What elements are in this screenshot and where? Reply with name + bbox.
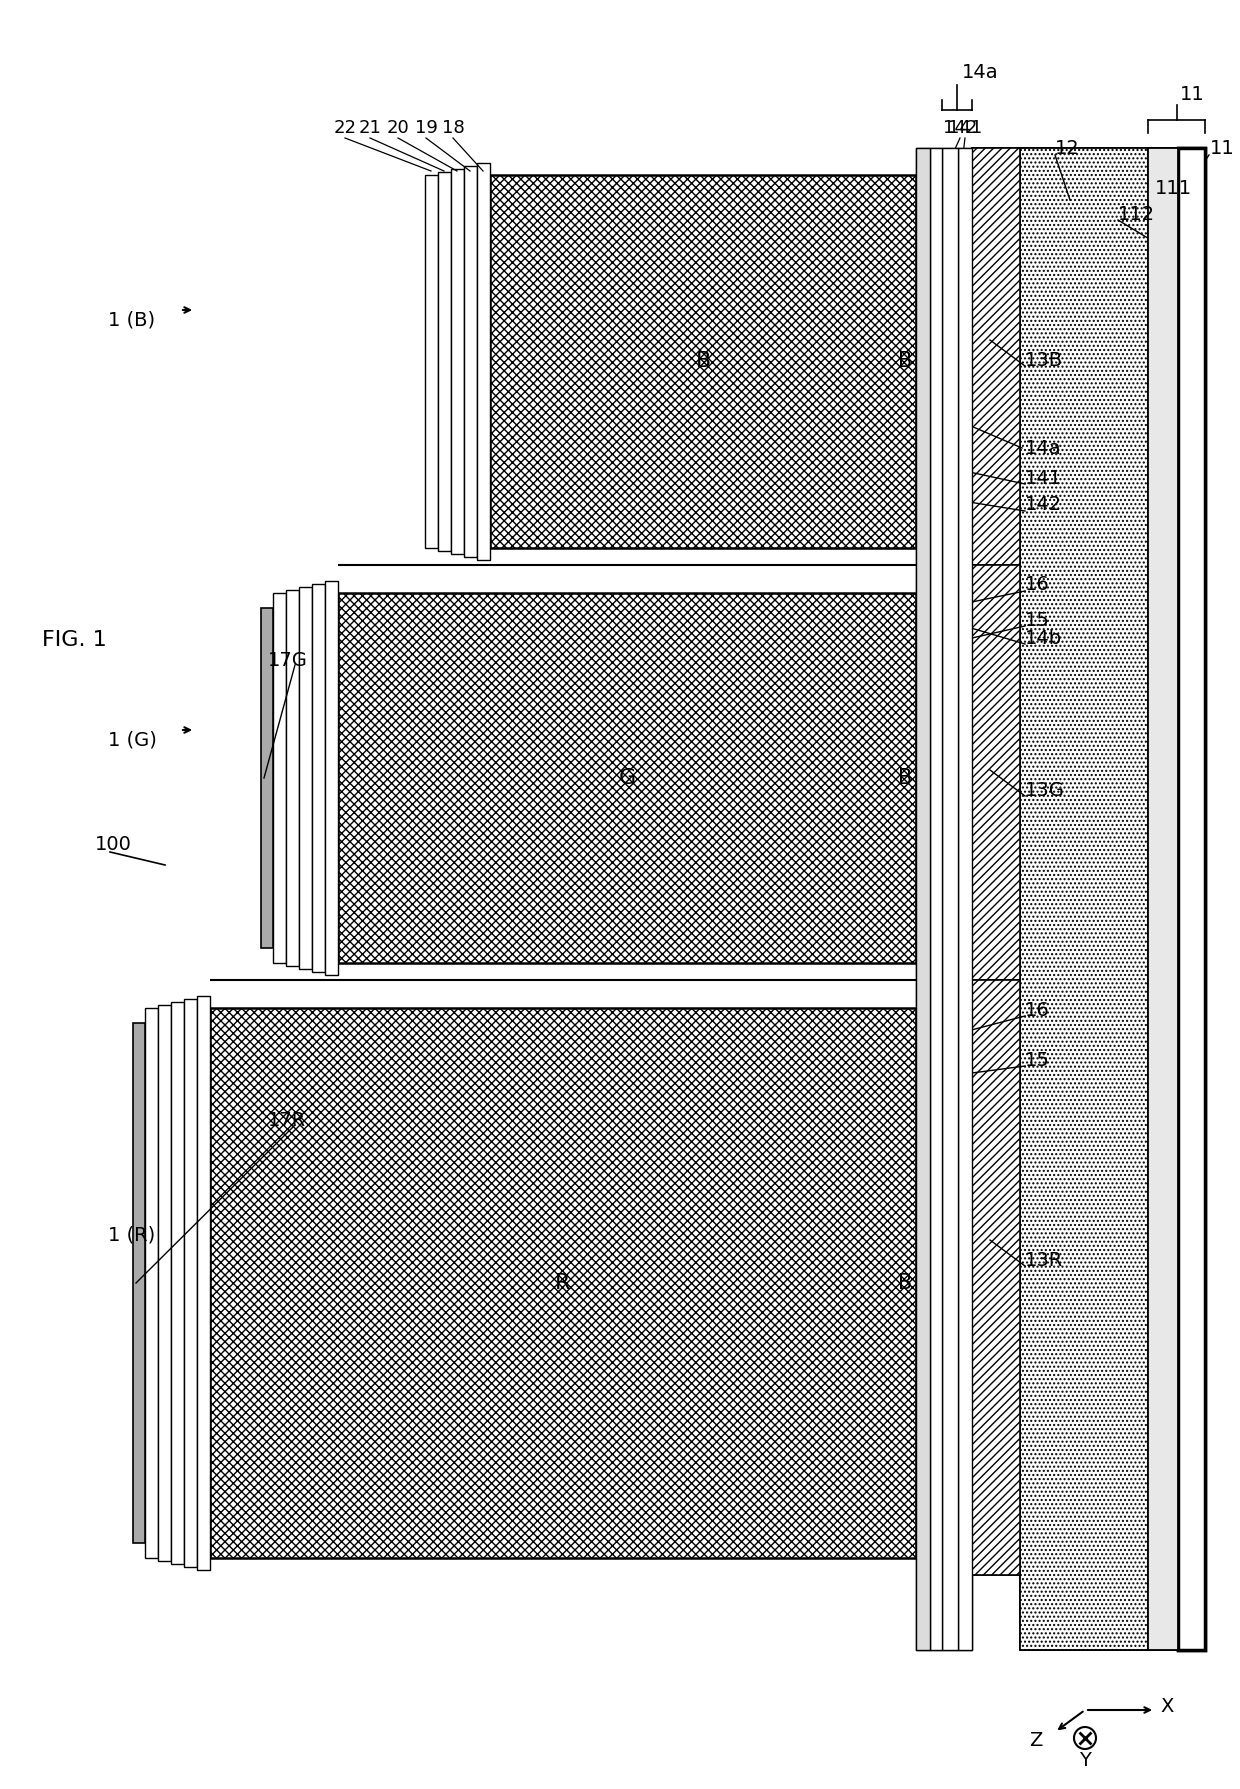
Text: 16: 16 bbox=[1025, 576, 1050, 594]
Text: B: B bbox=[898, 1274, 913, 1293]
Text: 16: 16 bbox=[1025, 1000, 1050, 1020]
Polygon shape bbox=[425, 175, 438, 547]
Polygon shape bbox=[260, 608, 273, 948]
Text: 14a: 14a bbox=[962, 63, 998, 82]
Polygon shape bbox=[916, 148, 930, 1649]
Polygon shape bbox=[972, 565, 1021, 980]
Text: 17G: 17G bbox=[268, 651, 308, 669]
Text: 1 (R): 1 (R) bbox=[108, 1225, 155, 1245]
Text: B: B bbox=[898, 351, 913, 370]
Polygon shape bbox=[972, 148, 1021, 565]
Polygon shape bbox=[959, 148, 972, 1649]
Text: 15: 15 bbox=[1025, 1050, 1050, 1070]
Polygon shape bbox=[325, 581, 339, 975]
Text: B: B bbox=[696, 351, 711, 370]
Text: R: R bbox=[556, 1274, 570, 1293]
Text: 14a: 14a bbox=[1025, 438, 1061, 458]
Text: 11: 11 bbox=[1179, 86, 1204, 104]
Polygon shape bbox=[312, 583, 325, 971]
Text: 13R: 13R bbox=[1025, 1251, 1063, 1270]
Text: 100: 100 bbox=[95, 835, 131, 855]
Text: 112: 112 bbox=[1118, 204, 1156, 224]
Text: 141: 141 bbox=[947, 120, 982, 138]
Polygon shape bbox=[942, 148, 959, 1649]
Polygon shape bbox=[197, 996, 210, 1571]
Text: 14b: 14b bbox=[1025, 628, 1063, 648]
Text: FIG. 1: FIG. 1 bbox=[42, 630, 107, 649]
Polygon shape bbox=[1148, 148, 1178, 1649]
Text: 141: 141 bbox=[1025, 469, 1063, 487]
Polygon shape bbox=[171, 1002, 184, 1564]
Text: 22: 22 bbox=[334, 120, 357, 138]
Text: 19: 19 bbox=[414, 120, 438, 138]
Polygon shape bbox=[972, 980, 1021, 1574]
Text: 111: 111 bbox=[1154, 179, 1192, 197]
Polygon shape bbox=[972, 565, 1021, 980]
Polygon shape bbox=[972, 148, 1021, 565]
Polygon shape bbox=[464, 166, 477, 556]
Polygon shape bbox=[339, 592, 916, 962]
Polygon shape bbox=[157, 1005, 171, 1562]
Text: G: G bbox=[619, 767, 636, 787]
Polygon shape bbox=[133, 1023, 145, 1542]
Polygon shape bbox=[438, 172, 451, 551]
Text: 15: 15 bbox=[1025, 610, 1050, 630]
Polygon shape bbox=[1021, 148, 1148, 1649]
Polygon shape bbox=[1178, 148, 1205, 1649]
Polygon shape bbox=[451, 168, 464, 555]
Text: 142: 142 bbox=[942, 120, 977, 138]
Polygon shape bbox=[972, 980, 1021, 1574]
Text: B: B bbox=[898, 767, 913, 787]
Polygon shape bbox=[1148, 148, 1178, 1649]
Text: 142: 142 bbox=[1025, 496, 1063, 515]
Text: 12: 12 bbox=[1055, 138, 1080, 157]
Polygon shape bbox=[299, 587, 312, 970]
Polygon shape bbox=[145, 1007, 157, 1558]
Polygon shape bbox=[477, 163, 490, 560]
Polygon shape bbox=[930, 148, 942, 1649]
Text: Y: Y bbox=[1079, 1750, 1091, 1769]
Polygon shape bbox=[184, 998, 197, 1567]
Polygon shape bbox=[930, 148, 942, 1649]
Polygon shape bbox=[959, 148, 972, 1649]
Polygon shape bbox=[210, 1007, 916, 1558]
Polygon shape bbox=[273, 592, 286, 962]
Text: 1 (B): 1 (B) bbox=[108, 311, 155, 329]
Text: Z: Z bbox=[1029, 1730, 1042, 1750]
Text: 13B: 13B bbox=[1025, 351, 1063, 370]
Text: 20: 20 bbox=[387, 120, 409, 138]
Polygon shape bbox=[916, 148, 930, 1649]
Text: 13G: 13G bbox=[1025, 780, 1065, 800]
Text: 1 (G): 1 (G) bbox=[108, 730, 157, 750]
Text: X: X bbox=[1159, 1698, 1173, 1716]
Text: 18: 18 bbox=[441, 120, 464, 138]
Polygon shape bbox=[1178, 148, 1205, 1649]
Polygon shape bbox=[286, 590, 299, 966]
Polygon shape bbox=[1021, 148, 1148, 1649]
Polygon shape bbox=[490, 175, 916, 547]
Polygon shape bbox=[942, 148, 959, 1649]
Text: 21: 21 bbox=[358, 120, 382, 138]
Text: 11: 11 bbox=[1210, 138, 1235, 157]
Text: 17R: 17R bbox=[268, 1111, 306, 1129]
